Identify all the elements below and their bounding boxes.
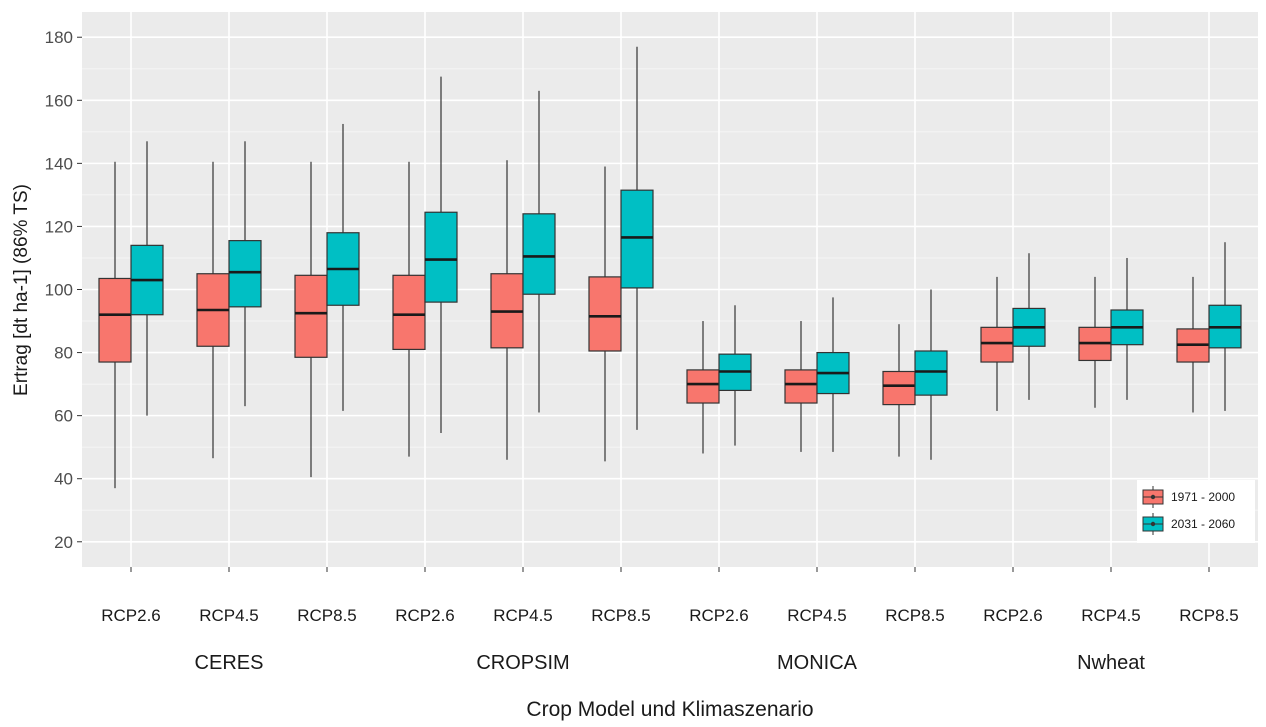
box-iqr	[522, 213, 556, 295]
box-future	[914, 289, 948, 460]
legend: 1971 - 2000 2031 - 2060	[1137, 480, 1255, 543]
box-baseline	[490, 160, 524, 460]
legend-key	[1142, 513, 1164, 535]
y-tick-label: 180	[45, 28, 73, 47]
box-iqr	[882, 370, 916, 406]
y-tick-label: 160	[45, 91, 73, 110]
group-label: CROPSIM	[476, 652, 569, 674]
x-axis: RCP2.6 RCP4.5 RCP8.5 CERES RCP2.6 RCP4.5 RCP8.…	[101, 567, 1239, 674]
box-baseline	[196, 161, 230, 459]
legend-key	[1142, 486, 1164, 508]
box-future	[424, 76, 458, 433]
x-tick-label: RCP8.5	[1179, 606, 1239, 625]
box-future	[326, 123, 360, 411]
x-axis-label: Crop Model und Klimaszenario	[526, 698, 813, 721]
x-tick-label: RCP8.5	[297, 606, 357, 625]
y-tick-label: 40	[54, 470, 73, 489]
box-future	[1208, 242, 1242, 411]
box-future	[522, 90, 556, 413]
x-tick-label: RCP8.5	[885, 606, 945, 625]
box-future	[1012, 253, 1046, 400]
box-iqr	[228, 240, 262, 308]
x-tick-label: RCP4.5	[493, 606, 553, 625]
x-tick-label: RCP2.6	[395, 606, 455, 625]
box-iqr	[294, 274, 328, 358]
legend-label: 2031 - 2060	[1171, 517, 1235, 531]
box-future	[1110, 257, 1144, 400]
box-baseline	[588, 166, 622, 462]
box-future	[228, 141, 262, 407]
x-tick-label: RCP2.6	[983, 606, 1043, 625]
group-label: CERES	[195, 652, 264, 674]
box-iqr	[686, 369, 720, 404]
y-tick-label: 140	[45, 154, 73, 173]
group-label: MONICA	[777, 652, 858, 674]
box-baseline	[294, 161, 328, 478]
x-tick-label: RCP4.5	[787, 606, 847, 625]
box-iqr	[392, 274, 426, 351]
legend-key-dot	[1150, 521, 1156, 527]
y-axis: 20 40 60 80 100 120 140 160 180	[45, 28, 82, 552]
y-tick-label: 120	[45, 217, 73, 236]
box-iqr	[620, 189, 654, 289]
box-iqr	[980, 326, 1014, 363]
box-future	[816, 297, 850, 452]
legend-label: 1971 - 2000	[1171, 490, 1235, 504]
y-tick-label: 80	[54, 344, 73, 363]
box-baseline	[98, 161, 132, 489]
box-baseline	[686, 321, 720, 454]
x-tick-label: RCP4.5	[199, 606, 259, 625]
box-future	[620, 46, 654, 430]
y-tick-label: 20	[54, 533, 73, 552]
group-label: Nwheat	[1077, 652, 1145, 674]
x-tick-label: RCP2.6	[101, 606, 161, 625]
box-baseline	[882, 324, 916, 457]
box-iqr	[98, 277, 132, 363]
y-axis-label: Ertrag [dt ha-1] (86% TS)	[11, 184, 32, 396]
x-tick-label: RCP8.5	[591, 606, 651, 625]
x-tick-label: RCP2.6	[689, 606, 749, 625]
box-future	[130, 141, 164, 416]
box-baseline	[1176, 276, 1210, 413]
legend-key-dot	[1150, 494, 1156, 500]
y-tick-label: 100	[45, 281, 73, 300]
x-tick-label: RCP4.5	[1081, 606, 1141, 625]
y-tick-label: 60	[54, 407, 73, 426]
box-iqr	[588, 276, 622, 352]
box-iqr	[784, 369, 818, 404]
box-baseline	[980, 276, 1014, 411]
box-layer	[98, 46, 1242, 489]
box-future	[718, 305, 752, 446]
box-iqr	[424, 211, 458, 303]
box-baseline	[392, 161, 426, 457]
box-iqr	[914, 350, 948, 396]
